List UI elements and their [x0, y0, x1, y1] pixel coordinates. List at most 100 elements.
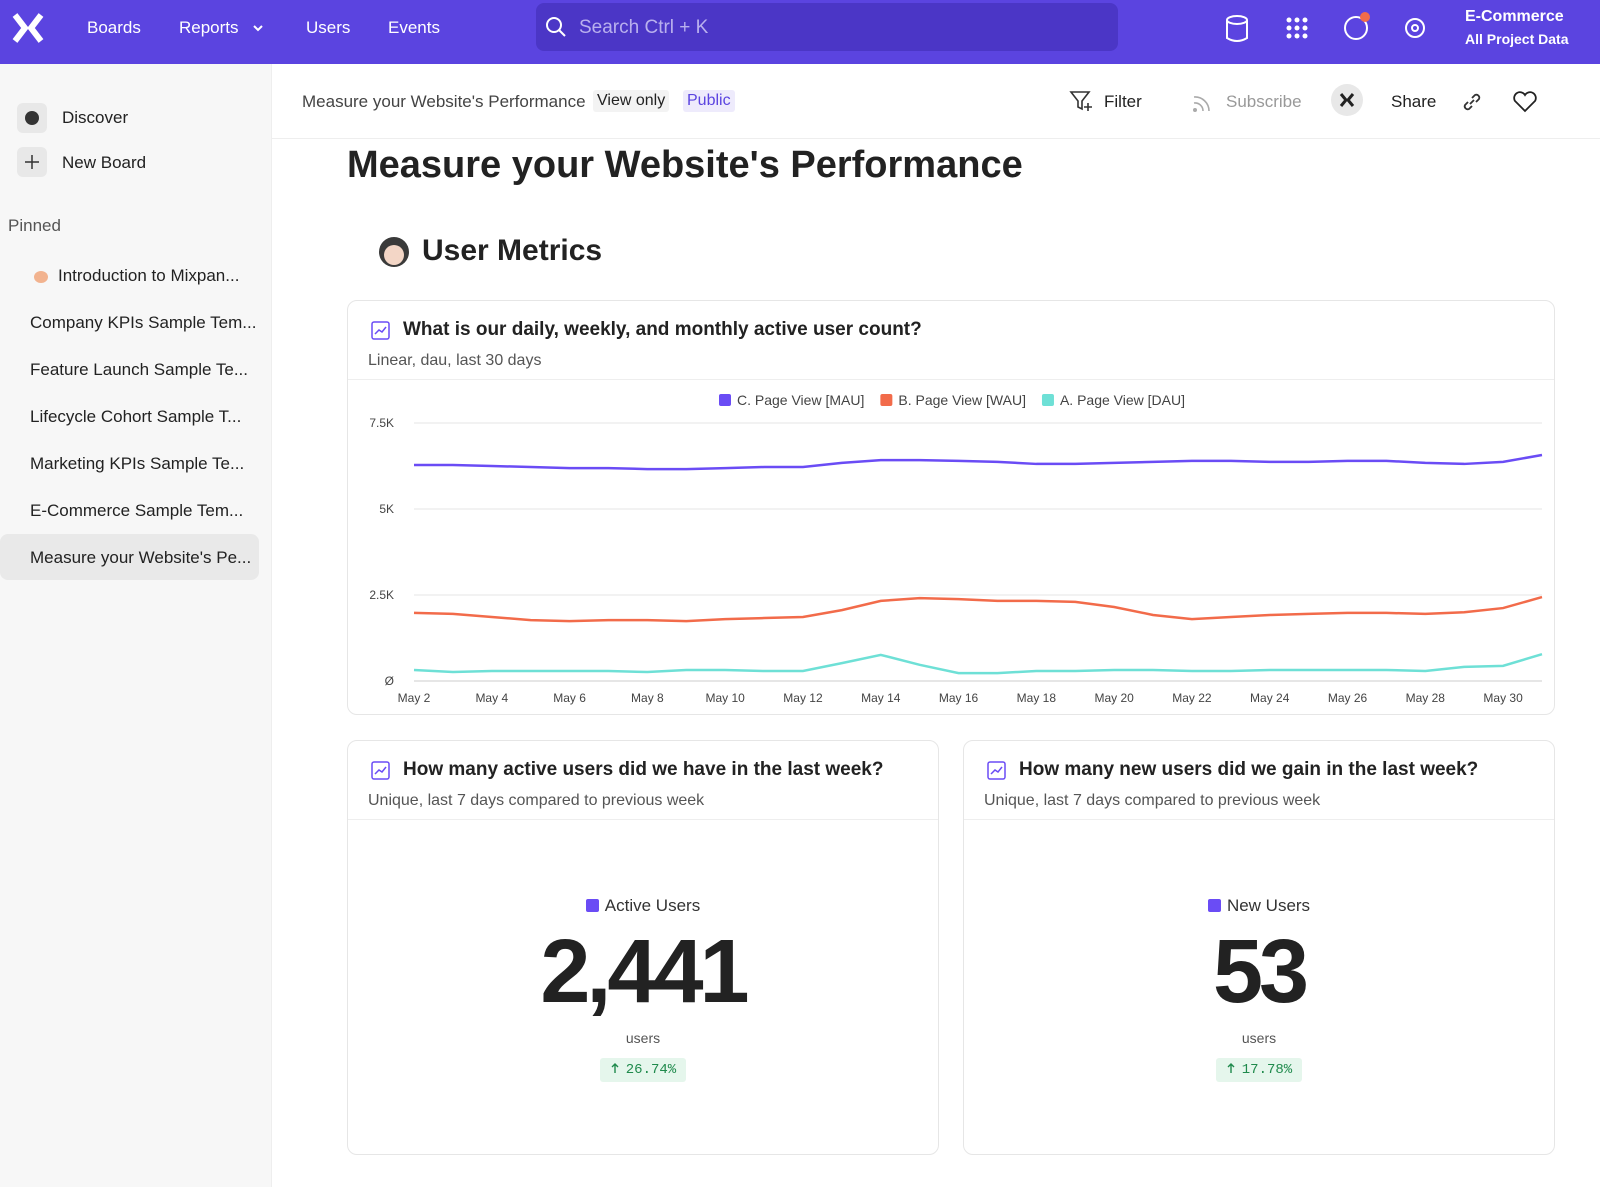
chart-card: What is our daily, weekly, and monthly a…: [347, 300, 1555, 715]
x-tick-label: May 12: [783, 691, 823, 705]
legend-swatch: [1041, 394, 1054, 406]
change-value: 17.78%: [1241, 1062, 1293, 1078]
logo[interactable]: [12, 12, 44, 44]
board-link[interactable]: Lifecycle Cohort Sample T...: [30, 407, 242, 426]
board-link[interactable]: Marketing KPIs Sample Te...: [30, 454, 245, 473]
series-line: [413, 652, 1543, 675]
share-button[interactable]: Share: [1391, 92, 1437, 111]
search-icon: [546, 17, 566, 37]
report-icon: [371, 321, 390, 340]
metric-label: Active Users: [604, 896, 701, 915]
card-title: What is our daily, weekly, and monthly a…: [403, 319, 922, 340]
subscribe-button[interactable]: Subscribe: [1226, 92, 1302, 111]
link-icon[interactable]: [1460, 90, 1484, 114]
metric-card: How many active users did we have in the…: [347, 740, 939, 1155]
board-link[interactable]: Company KPIs Sample Tem...: [30, 313, 257, 332]
metric-body: New Users 53 users 17.78%: [964, 896, 1554, 1082]
owner-avatar: [1331, 84, 1363, 116]
x-tick-label: May 16: [939, 691, 979, 705]
metric-legend: New Users: [964, 896, 1554, 916]
nav-item[interactable]: Events: [388, 18, 440, 37]
icon-box: [371, 761, 390, 780]
icon-line: [990, 766, 1003, 775]
card-title: How many new users did we gain in the la…: [1019, 759, 1479, 780]
arrow-shape: [1227, 1063, 1235, 1073]
arrow-shape: [611, 1063, 619, 1073]
x-tick-label: May 22: [1172, 691, 1212, 705]
board-link[interactable]: E-Commerce Sample Tem...: [30, 501, 244, 520]
section-emoji: [379, 237, 409, 267]
sidebar-action[interactable]: Discover: [62, 108, 129, 127]
legend-label[interactable]: C. Page View [MAU]: [737, 392, 864, 408]
report-icon: [987, 761, 1006, 780]
filter-button[interactable]: Filter: [1104, 92, 1142, 111]
legend-label[interactable]: B. Page View [WAU]: [898, 392, 1026, 408]
metric-label: New Users: [1226, 896, 1311, 915]
new-icon: [17, 147, 47, 177]
divider: [964, 819, 1554, 820]
x-tick-label: May 20: [1094, 691, 1134, 705]
top-nav: Boards Reports Users Events Search Ctrl …: [0, 0, 1600, 64]
search-placeholder: Search Ctrl + K: [579, 17, 709, 38]
metric-unit: users: [625, 1030, 661, 1046]
series-line: [414, 453, 1543, 471]
chevron: [253, 25, 263, 32]
x-tick-label: May 8: [631, 691, 664, 705]
legend-swatch: [1207, 899, 1221, 912]
x-tick-label: May 14: [861, 691, 901, 705]
project-data: All Project Data: [1465, 31, 1569, 47]
project-name[interactable]: E-Commerce: [1465, 8, 1564, 25]
board-link[interactable]: Measure your Website's Pe...: [30, 548, 252, 567]
badge: Public: [683, 90, 735, 112]
nav-item[interactable]: Reports: [179, 18, 239, 37]
badge: View only: [593, 90, 670, 112]
card-title: How many active users did we have in the…: [403, 759, 884, 780]
board-emoji: [34, 271, 48, 283]
board-header: Measure your Website's Performance View …: [272, 64, 1600, 139]
nav-item[interactable]: Boards: [87, 18, 141, 37]
sidebar: Discover New Board Pinned Introduction t…: [0, 64, 272, 1187]
metric-unit: users: [1241, 1030, 1277, 1046]
y-tick-label: 7.5K: [369, 416, 394, 430]
legend-label[interactable]: A. Page View [DAU]: [1060, 392, 1185, 408]
x-tick-label: May 10: [705, 691, 745, 705]
card-subtitle: Linear, dau, last 30 days: [368, 352, 542, 369]
report-icon: [371, 761, 390, 780]
sidebar-action[interactable]: New Board: [62, 153, 147, 172]
metric-card: How many new users did we gain in the la…: [963, 740, 1555, 1155]
x-tick-label: May 28: [1406, 691, 1446, 705]
metric-value: 53: [1212, 922, 1309, 1022]
y-tick-label: Ø: [385, 674, 394, 688]
divider: [348, 819, 938, 820]
subscribe-icon: [1193, 96, 1210, 112]
up-arrow: [611, 1063, 619, 1073]
x-tick-label: May 24: [1250, 691, 1290, 705]
x-tick-label: May 2: [398, 691, 431, 705]
emoji-shape: [34, 271, 48, 283]
legend-swatch: [719, 394, 731, 406]
section-title: User Metrics: [422, 234, 603, 267]
search-box[interactable]: Search Ctrl + K: [536, 3, 1118, 51]
breadcrumb: Measure your Website's Performance: [302, 92, 586, 111]
favorite-icon[interactable]: [1512, 91, 1538, 113]
board-link[interactable]: Feature Launch Sample Te...: [30, 360, 248, 379]
line-chart: Ø 2.5K 5K 7.5K May 2 May 4 May 6 May 8 May 10 May…: [369, 392, 1543, 705]
board-title: Measure your Website's Performance: [347, 144, 1023, 186]
metric-change: 17.78%: [1215, 1058, 1303, 1082]
series-line: [413, 595, 1543, 623]
discover-icon: [17, 103, 47, 133]
y-tick-label: 2.5K: [369, 588, 394, 602]
section-label: Pinned: [8, 216, 61, 235]
nav-icons[interactable]: [1222, 12, 1432, 48]
x-tick-label: May 30: [1483, 691, 1523, 705]
metric-change: 26.74%: [599, 1058, 687, 1082]
board-link[interactable]: Introduction to Mixpan...: [58, 266, 240, 285]
x-tick-label: May 26: [1328, 691, 1368, 705]
metric-value: 2,441: [540, 922, 749, 1022]
change-value: 26.74%: [625, 1062, 677, 1078]
x-tick-label: May 6: [553, 691, 586, 705]
nav-item[interactable]: Users: [306, 18, 351, 37]
active-highlight: [0, 534, 259, 580]
metric-legend: Active Users: [348, 896, 938, 916]
